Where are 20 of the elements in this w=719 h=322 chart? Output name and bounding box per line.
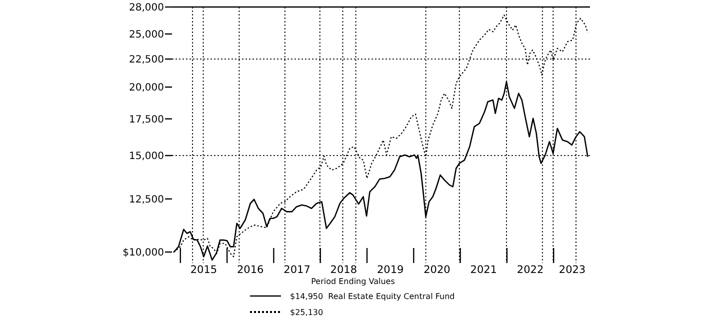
y-tick-label: 12,500 [129, 194, 164, 206]
legend-label: $25,130 [290, 308, 324, 317]
x-tick-label: 2022 [516, 264, 544, 276]
x-tick-label: 2017 [284, 264, 310, 276]
x-tick-label: 2021 [470, 264, 497, 276]
x-tick-label: 2019 [376, 264, 404, 276]
x-tick-label: 2015 [190, 264, 218, 276]
y-tick-label: $10,000 [122, 248, 164, 259]
x-tick-label: 2016 [237, 264, 264, 276]
y-tick-label: 15,000 [129, 151, 164, 162]
x-tick-label: 2023 [558, 264, 586, 276]
y-tick-label: 22,500 [129, 54, 164, 66]
y-tick-label: 20,000 [129, 82, 164, 94]
y-tick-label: 25,000 [129, 29, 164, 40]
x-tick-label: 2018 [330, 264, 358, 276]
x-tick-label: 2020 [424, 264, 450, 276]
y-tick-label: 28,000 [129, 2, 164, 14]
y-tick-label: 17,500 [129, 114, 164, 126]
legend-title: Period Ending Values [311, 277, 395, 286]
legend-label: $14,950 Real Estate Equity Central Fund [290, 292, 455, 301]
